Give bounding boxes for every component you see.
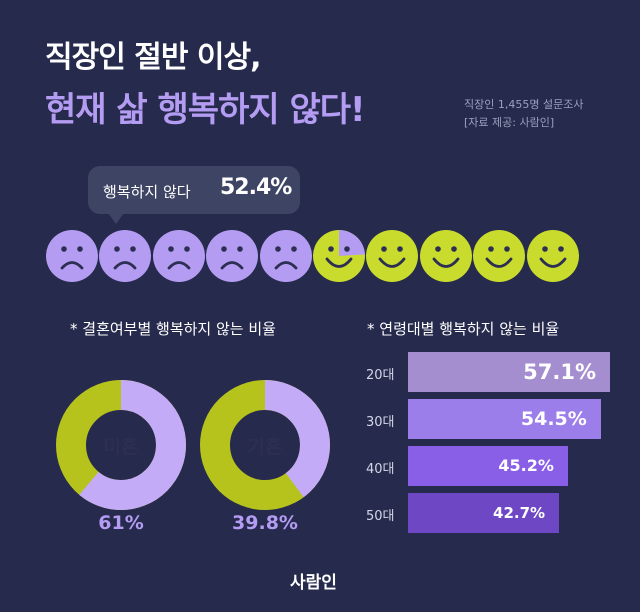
age-label: 30대	[366, 415, 395, 430]
smiley-face-icon	[526, 230, 579, 282]
donut-single-arc	[56, 380, 186, 510]
saramin-logo: 사람인	[290, 573, 337, 593]
donut-single-chart	[56, 380, 186, 510]
smiley-face-icon	[473, 230, 526, 282]
marital-section-title: * 결혼여부별 행복하지 않는 비율	[70, 320, 276, 338]
sad-face-icon	[206, 230, 259, 282]
age-label: 40대	[366, 462, 395, 477]
title-line-1: 직장인 절반 이상,	[45, 40, 261, 75]
age-bar: 42.7%	[408, 493, 560, 533]
age-bar: 57.1%	[408, 352, 610, 392]
age-bar-value: 42.7%	[493, 504, 546, 522]
sad-face-icon	[46, 230, 98, 282]
smiley-face-icon	[419, 230, 472, 282]
age-section-title: * 연령대별 행복하지 않는 비율	[367, 320, 560, 338]
sad-face-icon	[152, 230, 205, 282]
highlight-bubble: 행복하지 않다 52.4%	[88, 166, 300, 224]
donut-married-value: 39.8%	[232, 512, 298, 534]
donut-married: 기혼	[190, 370, 340, 524]
donut-single: 미혼	[46, 370, 196, 524]
age-bar: 54.5%	[408, 399, 601, 439]
donut-married-label: 기혼	[247, 436, 283, 458]
smiley-face-icon	[366, 230, 419, 282]
donut-single-label: 미혼	[103, 436, 139, 458]
sad-face-icon	[259, 230, 312, 282]
age-bars: 20대 57.1% 30대 54.5% 40대 45.2% 50대 42.7%	[360, 352, 620, 542]
data-source: [자료 제공: 사람인]	[464, 116, 555, 129]
sad-face-icon	[99, 230, 152, 282]
highlight-label: 행복하지 않다	[103, 183, 191, 201]
survey-info: 직장인 1,455명 설문조사 [자료 제공: 사람인]	[464, 96, 583, 132]
age-bar: 45.2%	[408, 446, 568, 486]
age-bar-value: 54.5%	[520, 408, 587, 430]
smiley-face-icon	[313, 230, 365, 282]
age-label: 20대	[366, 368, 395, 383]
title-line-2: 현재 삶 행복하지 않다!	[45, 90, 366, 130]
survey-size: 직장인 1,455명 설문조사	[464, 98, 584, 111]
age-label: 50대	[366, 509, 395, 524]
age-bar-value: 45.2%	[498, 456, 554, 475]
donut-married-arc	[200, 380, 330, 510]
donut-married-chart	[200, 380, 330, 510]
age-bar-value: 57.1%	[523, 360, 596, 384]
highlight-value: 52.4%	[220, 175, 292, 200]
donut-single-value: 61%	[98, 512, 144, 534]
faces-row	[46, 230, 596, 290]
